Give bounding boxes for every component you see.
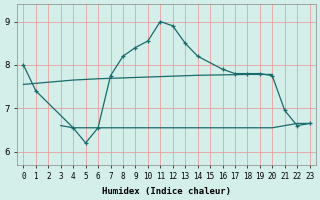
X-axis label: Humidex (Indice chaleur): Humidex (Indice chaleur): [102, 187, 231, 196]
